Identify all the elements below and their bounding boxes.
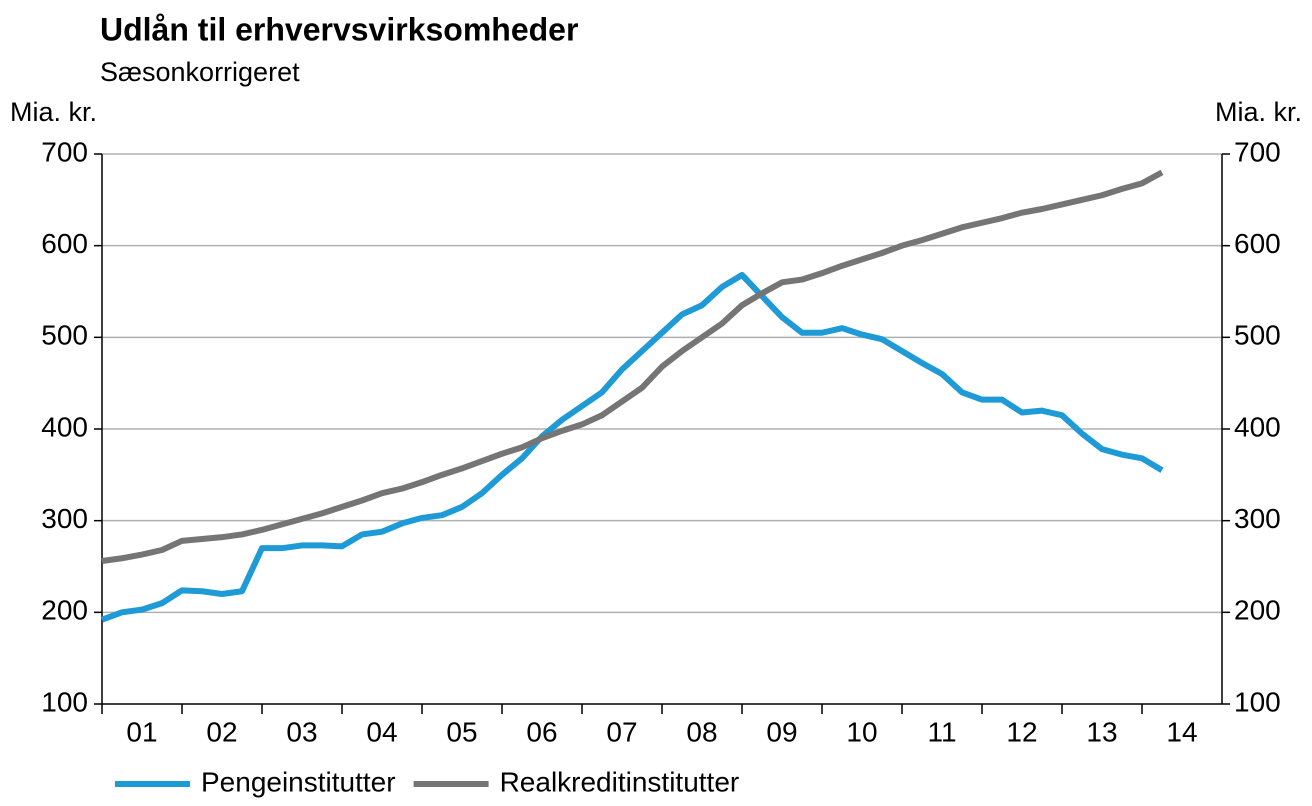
- y-tick-label: 500: [41, 320, 88, 351]
- y-tick-label: 700: [41, 136, 88, 167]
- x-tick-label: 13: [1086, 716, 1117, 747]
- y-tick-label: 300: [41, 503, 88, 534]
- x-tick-label: 02: [206, 716, 237, 747]
- chart-subtitle: Sæsonkorrigeret: [100, 57, 300, 87]
- y2-tick-label: 200: [1234, 595, 1281, 626]
- x-tick-label: 09: [766, 716, 797, 747]
- x-tick-label: 04: [366, 716, 397, 747]
- legend-label: Pengeinstitutter: [201, 766, 396, 797]
- y2-tick-label: 300: [1234, 503, 1281, 534]
- x-tick-label: 14: [1166, 716, 1197, 747]
- chart-title: Udlån til erhvervsvirksomheder: [100, 11, 578, 47]
- y-tick-label: 600: [41, 228, 88, 259]
- y2-tick-label: 500: [1234, 320, 1281, 351]
- x-tick-label: 03: [286, 716, 317, 747]
- y2-tick-label: 100: [1234, 686, 1281, 717]
- y-tick-label: 200: [41, 595, 88, 626]
- x-tick-label: 12: [1006, 716, 1037, 747]
- y-tick-label: 100: [41, 686, 88, 717]
- x-tick-label: 06: [526, 716, 557, 747]
- x-tick-label: 11: [927, 716, 956, 747]
- x-tick-label: 07: [606, 716, 637, 747]
- line: [101, 169, 1164, 564]
- x-tick-label: 01: [126, 716, 157, 747]
- x-tick-label: 10: [846, 716, 877, 747]
- y2-tick-label: 600: [1234, 228, 1281, 259]
- line: [100, 272, 1164, 623]
- y-axis-label: Mia. kr.: [10, 97, 97, 127]
- y2-tick-label: 700: [1234, 136, 1281, 167]
- legend-label: Realkreditinstitutter: [500, 766, 740, 797]
- y2-axis-label: Mia. kr.: [1215, 97, 1302, 127]
- y2-tick-label: 400: [1234, 411, 1281, 442]
- y-tick-label: 400: [41, 411, 88, 442]
- x-tick-label: 05: [446, 716, 477, 747]
- x-tick-label: 08: [686, 716, 717, 747]
